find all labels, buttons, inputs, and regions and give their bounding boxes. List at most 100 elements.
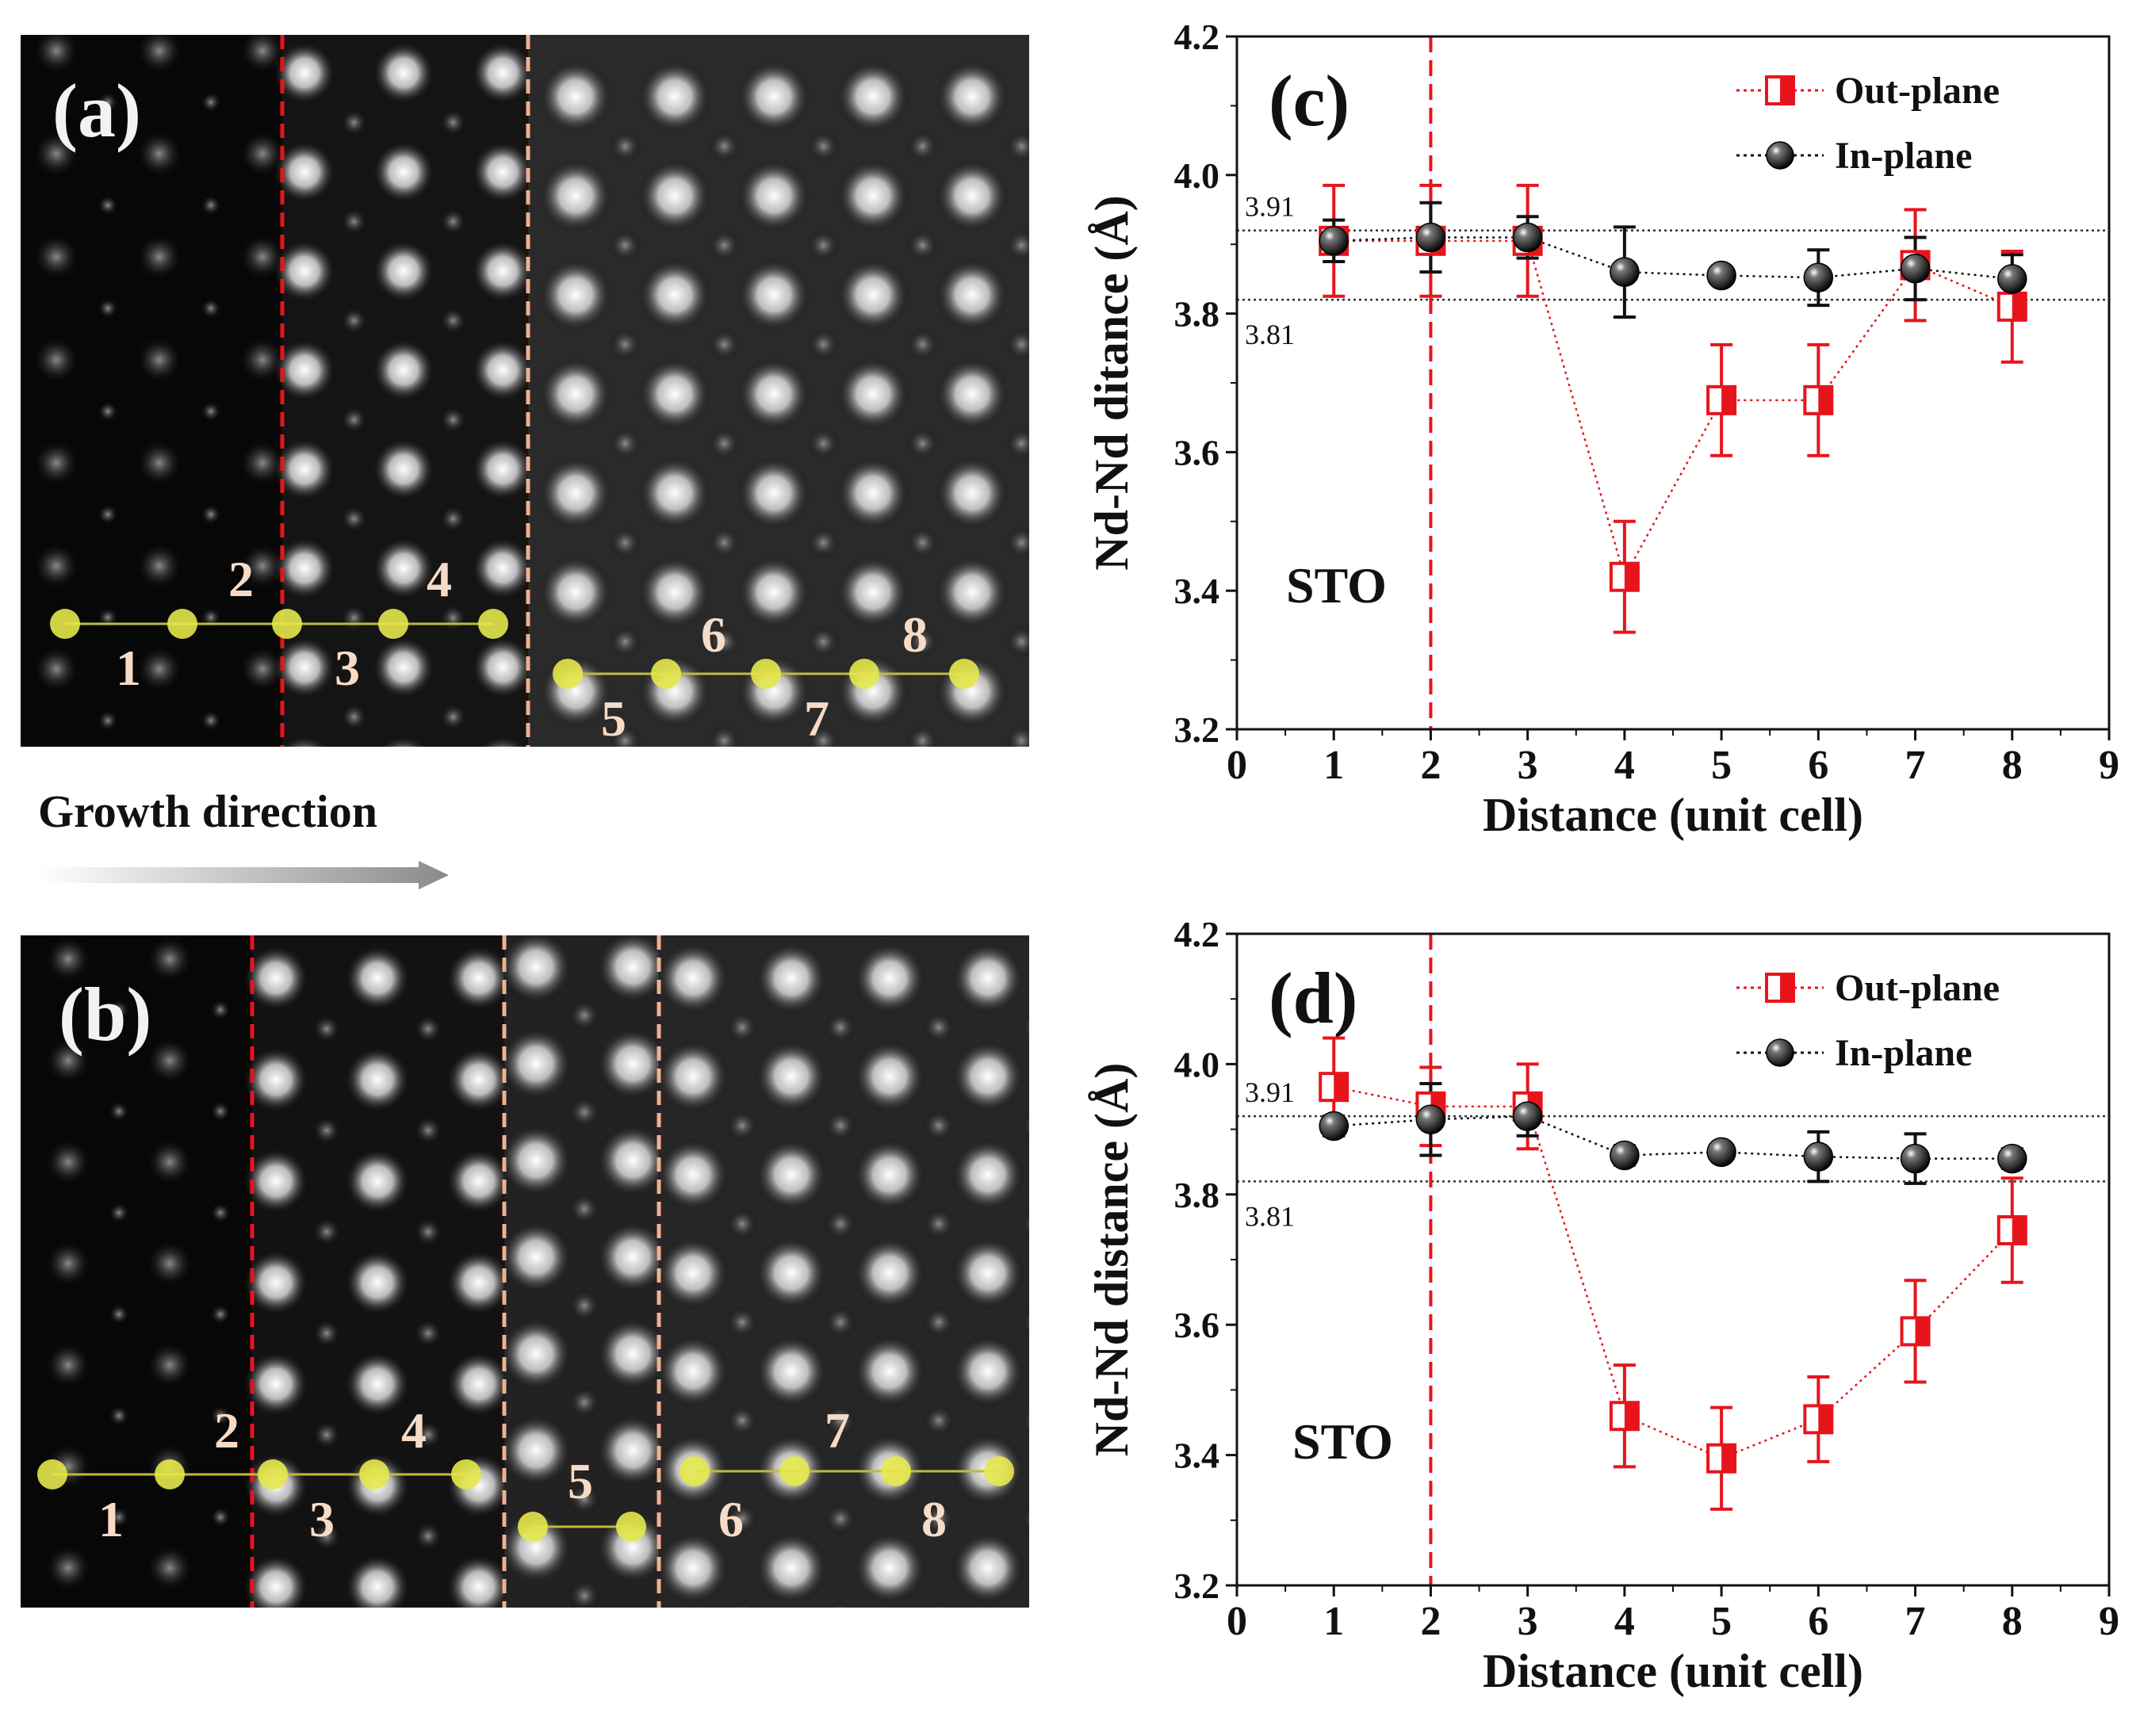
atom-column bbox=[471, 537, 534, 600]
atom-column bbox=[209, 1303, 232, 1325]
atom-column bbox=[44, 1544, 92, 1592]
sto-annotation: STO bbox=[1286, 557, 1387, 614]
atom-column bbox=[836, 556, 909, 629]
atom-column bbox=[755, 1335, 828, 1408]
atom-column bbox=[312, 1318, 342, 1348]
y-tick-label: 3.6 bbox=[1174, 432, 1220, 472]
in-plane-point bbox=[1900, 1143, 1931, 1174]
atom-column bbox=[638, 258, 711, 331]
marker-dot bbox=[272, 609, 302, 639]
atom-column bbox=[638, 358, 711, 430]
atom-column bbox=[568, 1289, 601, 1322]
atom-number: 6 bbox=[718, 1491, 744, 1547]
atom-column bbox=[707, 625, 741, 659]
legend-label: Out-plane bbox=[1835, 967, 2000, 1009]
atom-column bbox=[936, 60, 1009, 133]
atom-column bbox=[596, 1317, 669, 1390]
atom-column bbox=[596, 1414, 669, 1487]
atom-column bbox=[312, 1115, 342, 1145]
atom-column bbox=[951, 1531, 1024, 1604]
out-plane-point bbox=[1900, 1316, 1931, 1347]
marker-dot bbox=[378, 609, 408, 639]
x-tick-label: 7 bbox=[1905, 1599, 1926, 1644]
atom-number: 1 bbox=[98, 1491, 124, 1547]
plot-frame bbox=[1235, 35, 2111, 731]
atom-column bbox=[146, 1138, 193, 1186]
atom-number: 5 bbox=[601, 690, 626, 747]
atom-number: 3 bbox=[309, 1491, 335, 1547]
atom-column bbox=[853, 1237, 926, 1310]
out-plane-point bbox=[1319, 1072, 1349, 1103]
in-plane-point bbox=[1415, 1104, 1446, 1135]
marker-dot bbox=[518, 1512, 548, 1542]
atom-column bbox=[136, 130, 183, 178]
atom-column bbox=[372, 438, 435, 501]
x-tick-label: 3 bbox=[1518, 1599, 1538, 1644]
atom-column bbox=[413, 1420, 443, 1450]
in-plane-point bbox=[1319, 1111, 1349, 1141]
atom-column bbox=[446, 1554, 512, 1608]
atom-column bbox=[500, 1511, 572, 1584]
atom-column bbox=[200, 709, 222, 732]
atom-column bbox=[853, 1138, 926, 1211]
atom-column bbox=[608, 327, 642, 361]
atom-column bbox=[657, 1531, 729, 1604]
atom-column bbox=[755, 942, 828, 1015]
atom-column bbox=[1024, 1602, 1029, 1608]
y-tick-label: 4.0 bbox=[1174, 1044, 1220, 1084]
x-axis-label: Distance (unit cell) bbox=[1483, 1645, 1863, 1697]
atom-column bbox=[936, 457, 1009, 530]
atom-column bbox=[608, 129, 642, 163]
marker-dot bbox=[155, 1459, 185, 1489]
atom-column bbox=[657, 1040, 729, 1113]
marker-dot bbox=[167, 609, 197, 639]
legend-label: In-plane bbox=[1835, 135, 1972, 177]
atom-column bbox=[344, 945, 411, 1011]
atom-column bbox=[438, 207, 468, 236]
atom-column bbox=[200, 400, 222, 423]
atom-column bbox=[853, 1040, 926, 1113]
atom-column bbox=[1005, 625, 1029, 659]
atom-column bbox=[755, 1237, 828, 1310]
growth-arrow-icon bbox=[38, 861, 449, 889]
atom-column bbox=[97, 400, 119, 423]
atom-column bbox=[446, 1046, 512, 1113]
y-tick-label: 4.2 bbox=[1174, 17, 1220, 57]
atom-column bbox=[378, 735, 429, 747]
atom-column bbox=[1020, 1111, 1029, 1141]
out-plane-point bbox=[1996, 1215, 2027, 1246]
y-tick-label: 3.2 bbox=[1174, 709, 1220, 750]
atom-column bbox=[1020, 1504, 1029, 1534]
atom-column bbox=[922, 1306, 955, 1339]
atom-column bbox=[725, 1207, 759, 1241]
atom-column bbox=[707, 526, 741, 560]
atom-column bbox=[853, 1335, 926, 1408]
stem-image-b: (b) 1 2 3 4 5 6 7 8 bbox=[21, 935, 1029, 1608]
atom-column bbox=[273, 636, 336, 699]
x-tick-label: 9 bbox=[2099, 743, 2119, 788]
atom-column bbox=[200, 503, 222, 526]
atom-number: 2 bbox=[228, 551, 254, 607]
atom-column bbox=[951, 1040, 1024, 1113]
atom-column bbox=[136, 542, 183, 590]
atom-column bbox=[146, 1341, 193, 1389]
atom-column bbox=[638, 457, 711, 530]
atom-column bbox=[312, 1521, 342, 1551]
atom-column bbox=[608, 426, 642, 461]
atom-column bbox=[243, 945, 309, 1011]
atom-column bbox=[339, 306, 369, 335]
in-plane-point bbox=[1706, 260, 1736, 291]
atom-column bbox=[108, 999, 130, 1021]
atom-column bbox=[239, 645, 286, 693]
stem-image-a: (a) 1 2 3 4 5 6 7 8 bbox=[21, 35, 1029, 747]
atom-column bbox=[209, 1405, 232, 1427]
series-line-in-plane bbox=[1334, 236, 2012, 281]
x-tick-label: 0 bbox=[1227, 743, 1247, 788]
in-plane-point bbox=[1319, 226, 1349, 256]
marker-dot bbox=[50, 609, 80, 639]
atom-column bbox=[438, 504, 468, 533]
atom-column bbox=[755, 1531, 828, 1604]
atom-column bbox=[922, 1207, 955, 1241]
atom-column bbox=[136, 233, 183, 281]
atom-column bbox=[596, 935, 669, 1004]
